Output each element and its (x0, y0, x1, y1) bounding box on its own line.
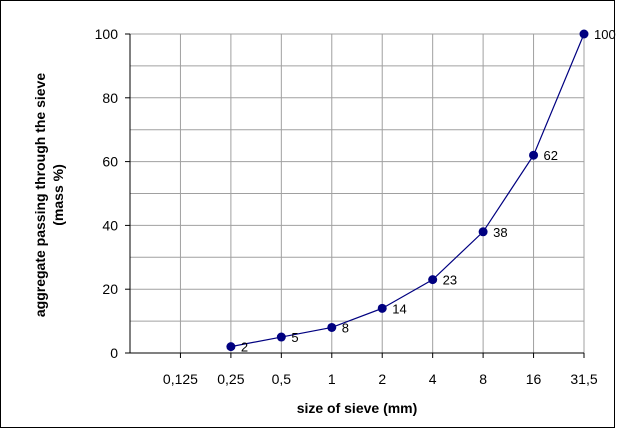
gridlines (130, 33, 585, 353)
data-label: 2 (241, 340, 248, 355)
data-point (428, 275, 438, 285)
data-label: 5 (291, 330, 298, 345)
data-label: 23 (443, 273, 457, 288)
data-label: 62 (544, 148, 558, 163)
x-tick-label: 8 (479, 371, 487, 387)
x-tick-label: 31,5 (570, 371, 597, 387)
data-label: 8 (342, 320, 349, 335)
x-tick-label: 0,125 (163, 371, 198, 387)
data-point (579, 29, 589, 39)
data-point (478, 227, 488, 237)
x-tick-label: 4 (429, 371, 437, 387)
x-tick-label: 1 (328, 371, 336, 387)
y-tick-label: 60 (102, 154, 118, 170)
y-tick-label: 80 (102, 90, 118, 106)
y-axis-title: aggregate passing through the sieve (mas… (32, 73, 66, 317)
x-axis-ticks: 0,125 0,25 0,5 1 2 4 8 16 31,5 (163, 353, 598, 387)
y-tick-label: 40 (102, 217, 118, 233)
y-axis-ticks: 0 20 40 60 80 100 (95, 26, 130, 361)
data-label: 38 (493, 225, 507, 240)
data-point (529, 150, 539, 160)
y-axis-title-line-2: (mass %) (50, 164, 66, 225)
data-point (327, 322, 337, 332)
axes (129, 34, 584, 354)
data-label: 14 (392, 301, 406, 316)
data-label: 100 (594, 27, 616, 42)
x-tick-label: 2 (378, 371, 386, 387)
x-tick-label: 0,25 (217, 371, 244, 387)
y-tick-label: 20 (102, 281, 118, 297)
y-axis-title-line-1: aggregate passing through the sieve (32, 73, 48, 317)
x-tick-label: 0,5 (272, 371, 292, 387)
y-tick-label: 0 (110, 345, 118, 361)
series-line-path (230, 33, 585, 348)
data-point (226, 342, 236, 352)
data-point (377, 303, 387, 313)
x-tick-label: 16 (526, 371, 542, 387)
y-tick-label: 100 (95, 26, 119, 42)
data-labels: 2 5 8 14 23 38 62 100 (241, 27, 616, 355)
x-axis-title: size of sieve (mm) (297, 400, 418, 416)
data-point (276, 332, 286, 342)
series-line (230, 33, 585, 348)
data-points (226, 29, 589, 352)
